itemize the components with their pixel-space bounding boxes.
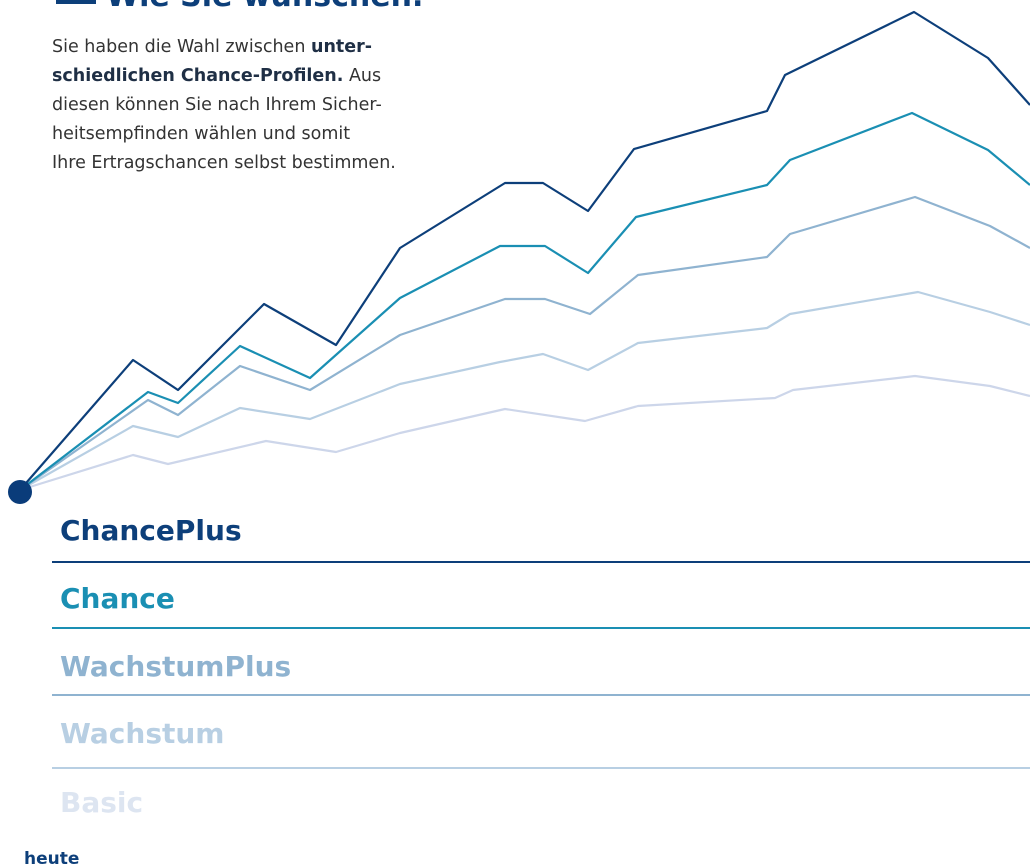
wachstumplus-curve (19, 195, 1030, 491)
intro-text: Sie haben die Wahl zwischen (52, 37, 311, 57)
intro-bold: unter- (311, 37, 372, 57)
profile-label: Chance (60, 582, 175, 615)
profile-label: WachstumPlus (60, 650, 291, 683)
profile-label: ChancePlus (60, 514, 242, 547)
chanceplus-curve (19, 10, 1030, 491)
intro-line: Sie haben die Wahl zwischen unter- (52, 37, 372, 57)
basic-curve (19, 374, 1030, 492)
intro-bold: schiedlichen Chance-Profilen. (52, 66, 343, 86)
chance-curve (19, 111, 1030, 491)
heading-icon (56, 0, 96, 4)
intro-line: schiedlichen Chance-Profilen. Aus (52, 66, 381, 86)
profile-label: Basic (60, 786, 143, 819)
intro-text: Aus (343, 66, 381, 86)
wachstum-curve (19, 290, 1030, 491)
heading: Wie Sie wünschen. (106, 0, 423, 14)
intro-line: diesen können Sie nach Ihrem Sicher- (52, 95, 382, 115)
intro-line: Ihre Ertragschancen selbst bestimmen. (52, 153, 396, 173)
profile-label: Wachstum (60, 717, 224, 750)
start-label: heute (24, 849, 79, 866)
intro-line: heitsempfinden wählen und somit (52, 124, 350, 144)
start-dot (8, 480, 32, 504)
